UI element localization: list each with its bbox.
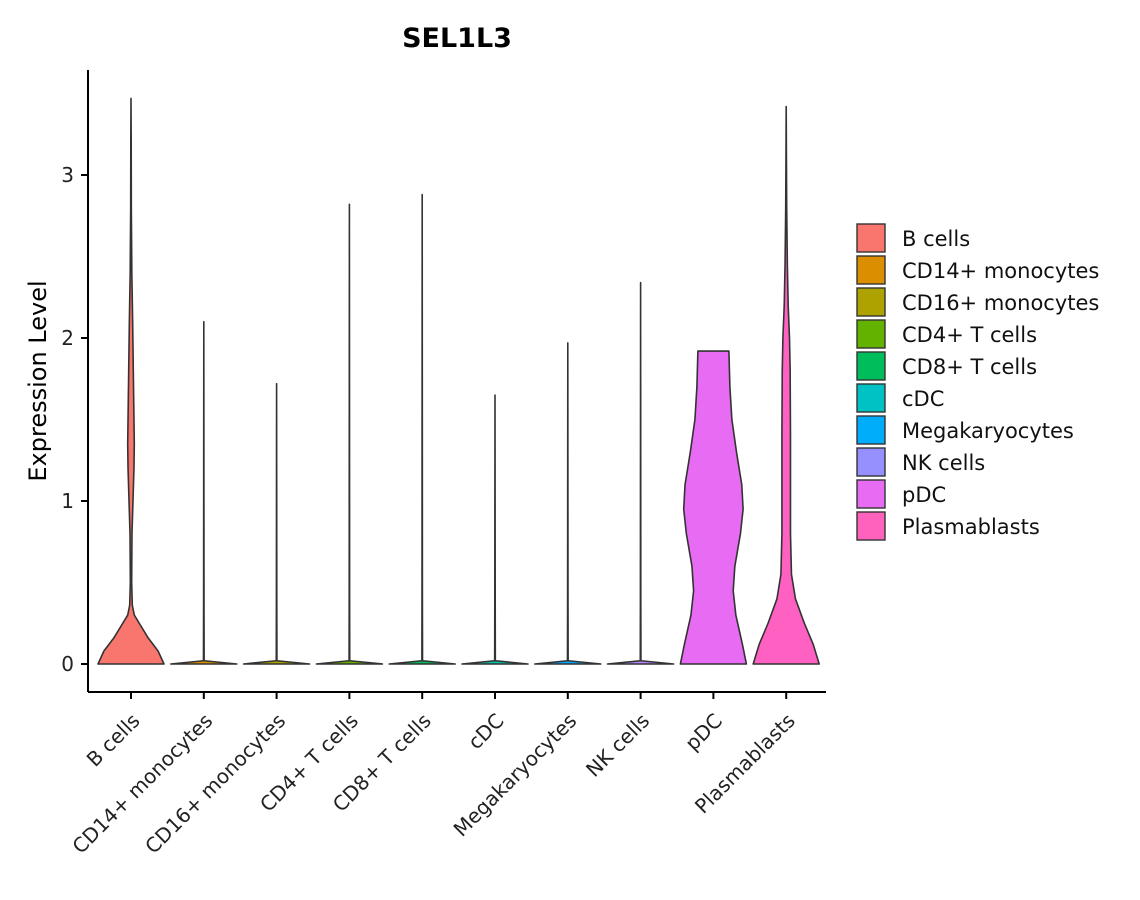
legend-key-nk-cells (856, 447, 886, 477)
y-tick-label: 1 (61, 489, 74, 513)
legend-label: NK cells (902, 451, 985, 475)
legend-label: CD14+ monocytes (902, 259, 1099, 283)
violin-pdc (679, 350, 748, 665)
violin-cd16-monocytes (242, 382, 311, 665)
legend-key-cd4-t-cells (856, 319, 886, 349)
violin-b-cells (97, 97, 165, 665)
legend-key-megakaryocytes (856, 415, 886, 445)
legend-key-cd14-monocytes (856, 255, 886, 285)
legend-label: cDC (902, 387, 944, 411)
y-tick-label: 0 (61, 652, 74, 676)
legend-label: CD8+ T cells (902, 355, 1037, 379)
legend-key-pdc (856, 479, 886, 509)
legend-key-plasmablasts (856, 511, 886, 541)
violin-layer (97, 97, 820, 665)
legend: B cells CD14+ monocytes CD16+ monocytes CD4… (856, 223, 1099, 541)
chart-title: SEL1L3 (402, 23, 512, 54)
x-tick-label: Megakaryocytes (449, 709, 582, 842)
violin-megakaryocytes (534, 342, 602, 665)
x-tick-label: CD14+ monocytes (67, 709, 217, 859)
legend-key-b-cells (856, 223, 886, 253)
violin-cdc (461, 394, 529, 665)
y-axis-ticks: 0 1 2 3 (61, 163, 88, 676)
legend-key-cd8-t-cells (856, 351, 886, 381)
x-tick-label: NK cells (581, 709, 654, 782)
violin-cd14-monocytes (170, 320, 238, 665)
y-axis-title: Expression Level (24, 280, 52, 481)
y-tick-label: 2 (61, 326, 74, 350)
x-tick-label: CD16+ monocytes (140, 709, 290, 859)
legend-label: CD16+ monocytes (902, 291, 1099, 315)
violin-nk-cells (606, 281, 675, 665)
violin-plasmablasts (752, 105, 820, 665)
legend-label: Plasmablasts (902, 515, 1040, 539)
legend-label: Megakaryocytes (902, 419, 1074, 443)
x-tick-label: pDC (680, 709, 727, 756)
legend-label: CD4+ T cells (902, 323, 1037, 347)
axes (87, 70, 826, 693)
x-tick-label: B cells (82, 709, 145, 772)
violin-cd8-t-cells (388, 193, 456, 665)
legend-label: pDC (902, 483, 946, 507)
legend-key-cdc (856, 383, 886, 413)
x-tick-label: cDC (463, 709, 509, 755)
legend-key-cd16-monocytes (856, 287, 886, 317)
y-tick-label: 3 (61, 163, 74, 187)
legend-label: B cells (902, 227, 970, 251)
violin-cd4-t-cells (315, 203, 384, 665)
